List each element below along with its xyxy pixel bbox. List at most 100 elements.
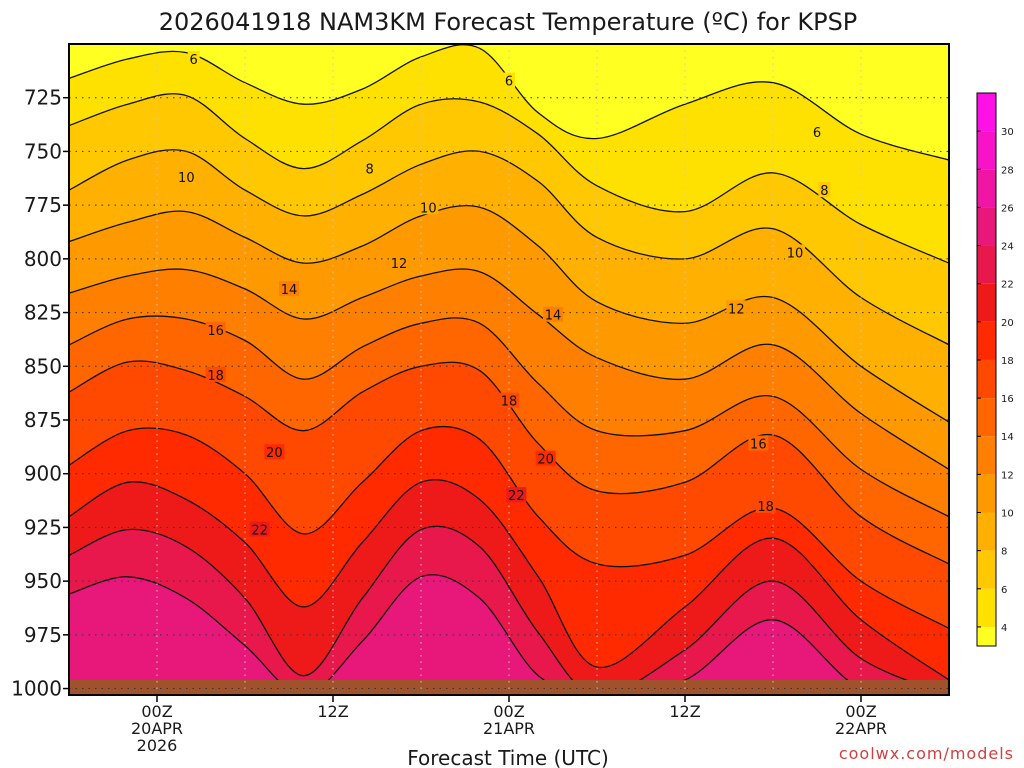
contour-label-16: 16	[750, 438, 767, 453]
contour-26	[69, 574, 949, 695]
contour-label-bg	[389, 255, 409, 271]
contour-24	[69, 525, 949, 695]
y-tick-label-900: 900	[24, 462, 62, 486]
grid	[69, 44, 949, 695]
colorbar-tick-label-18: 18	[1001, 356, 1014, 367]
contour-label-bg	[818, 182, 831, 198]
colorbar-swatch-28	[977, 131, 996, 170]
colorbar-swatch-14	[977, 398, 996, 437]
x-tick-label: 22APR	[835, 719, 887, 738]
colorbar-tick-label-24: 24	[1001, 242, 1014, 253]
y-tick-label-825: 825	[24, 301, 62, 325]
contour-label-6: 6	[190, 53, 198, 68]
contour-label-bg	[748, 435, 769, 451]
colorbar-swatch-3	[977, 626, 996, 646]
contour-label-6: 6	[505, 75, 513, 90]
colorbar-swatch-24	[977, 207, 996, 246]
contour-label-18: 18	[757, 500, 774, 515]
contour-label-8: 8	[820, 184, 828, 199]
contour-label-12: 12	[728, 302, 745, 317]
contour-12	[69, 204, 949, 423]
contour-label-bg	[418, 199, 439, 215]
contour-label-16: 16	[207, 324, 224, 339]
contour-label-bg	[176, 169, 197, 185]
y-axis: 725 750 775 800 825 850 875 900 925 950 975 1000	[11, 86, 69, 701]
x-tick-label: 00Z	[845, 702, 876, 721]
colorbar-tick-label-6: 6	[1001, 585, 1007, 596]
contour-label-bg	[279, 280, 299, 296]
contour-label-6: 6	[813, 126, 821, 141]
colorbar-swatch-6	[977, 550, 996, 589]
plot-area	[69, 44, 949, 695]
colorbar-swatch-30	[977, 93, 996, 132]
y-tick-label-750: 750	[24, 139, 62, 163]
contour-label-bg	[205, 366, 226, 382]
contour-label-bg	[363, 160, 376, 176]
colorbar-swatch-22	[977, 245, 996, 284]
y-tick-label-850: 850	[24, 354, 62, 378]
ground-surface	[69, 679, 949, 695]
colorbar-tick-label-10: 10	[1001, 509, 1014, 520]
contour-label-bg	[503, 72, 515, 88]
contour-label-18: 18	[207, 369, 224, 384]
colorbar-swatch-4	[977, 588, 996, 627]
contour-14	[69, 268, 949, 470]
colorbar-tick-label-22: 22	[1001, 280, 1014, 291]
contour-label-bg	[726, 300, 747, 316]
y-tick-label-950: 950	[24, 569, 62, 593]
x-tick-label: 12Z	[317, 702, 348, 721]
colorbar-frame	[976, 92, 997, 647]
contour-8	[69, 93, 949, 264]
colorbar-tick-label-16: 16	[1001, 394, 1014, 405]
contour-label-bg	[499, 392, 519, 408]
y-tick-label-775: 775	[24, 193, 62, 217]
contour-label-14: 14	[281, 283, 298, 298]
fill-band-26	[69, 574, 949, 695]
y-tick-label-725: 725	[24, 86, 62, 110]
contour-label-14: 14	[545, 309, 562, 324]
contour-label-8: 8	[366, 163, 374, 178]
colorbar-swatch-10	[977, 474, 996, 513]
contour-label-22: 22	[251, 524, 268, 539]
contour-label-bg	[543, 306, 563, 322]
contour-labels: 6 6 6 8 8 10 10 10 12 12 14 14 16 16 18 18 18 20 20 22 22	[176, 51, 831, 539]
colorbar-tick-label-8: 8	[1001, 547, 1007, 558]
y-tick-label-925: 925	[24, 515, 62, 539]
colorbar-tick-label-26: 26	[1001, 203, 1014, 214]
x-tick-label: 21APR	[483, 719, 535, 738]
colorbar-swatch-20	[977, 283, 996, 322]
contour-label-22: 22	[508, 489, 525, 504]
contour-20	[69, 425, 949, 629]
contour-label-bg	[785, 244, 805, 260]
credit-text: coolwx.com/models	[839, 744, 1014, 763]
y-tick-label-1000: 1000	[11, 677, 62, 701]
contour-label-bg	[811, 124, 823, 140]
colorbar-tick-label-28: 28	[1001, 165, 1014, 176]
colorbar-swatch-8	[977, 512, 996, 551]
colorbar-tick-label-20: 20	[1001, 318, 1014, 329]
x-tick-label: 20APR	[131, 719, 183, 738]
contour-label-10: 10	[178, 171, 195, 186]
contour-label-10: 10	[420, 201, 437, 216]
contour-label-10: 10	[787, 246, 804, 261]
colorbar-tick-label-14: 14	[1001, 432, 1014, 443]
y-tick-label-975: 975	[24, 623, 62, 647]
contour-label-bg	[249, 521, 270, 537]
x-tick-label: 00Z	[141, 702, 172, 721]
colorbar-swatch-26	[977, 169, 996, 208]
y-tick-label-875: 875	[24, 408, 62, 432]
contour-label-bg	[264, 444, 285, 460]
x-tick-label: 2026	[137, 736, 178, 755]
contour-6	[69, 44, 949, 161]
contour-16	[69, 315, 949, 518]
contour-label-bg	[755, 497, 776, 513]
contour-label-18: 18	[501, 395, 518, 410]
contour-label-bg	[535, 450, 556, 466]
x-tick-label: 12Z	[669, 702, 700, 721]
x-tick-label: 00Z	[493, 702, 524, 721]
x-axis-label: Forecast Time (UTC)	[407, 746, 609, 768]
colorbar-tick-label-4: 4	[1001, 623, 1007, 634]
colorbar: 4 6 8 10 12 14 16 18 20 22 24 26 28 30	[976, 92, 1014, 647]
